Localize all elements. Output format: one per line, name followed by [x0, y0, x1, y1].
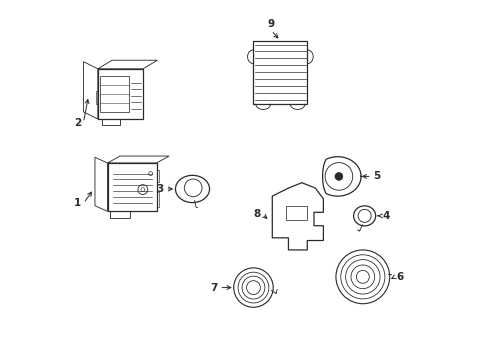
Text: 5: 5: [373, 171, 380, 181]
Bar: [100, 76, 129, 112]
Text: 7: 7: [210, 283, 217, 293]
Text: 3: 3: [156, 184, 163, 194]
Circle shape: [334, 172, 342, 180]
Bar: [253, 41, 306, 104]
Bar: [96, 91, 98, 104]
Text: 8: 8: [253, 209, 260, 219]
Text: 6: 6: [396, 272, 403, 282]
Bar: [98, 69, 142, 119]
Bar: [156, 170, 159, 182]
Bar: [156, 192, 159, 207]
Text: 4: 4: [382, 211, 389, 221]
Bar: [285, 206, 306, 220]
Bar: [107, 163, 156, 211]
Text: 9: 9: [267, 19, 274, 29]
Text: 1: 1: [74, 198, 81, 208]
Text: 2: 2: [74, 118, 81, 128]
